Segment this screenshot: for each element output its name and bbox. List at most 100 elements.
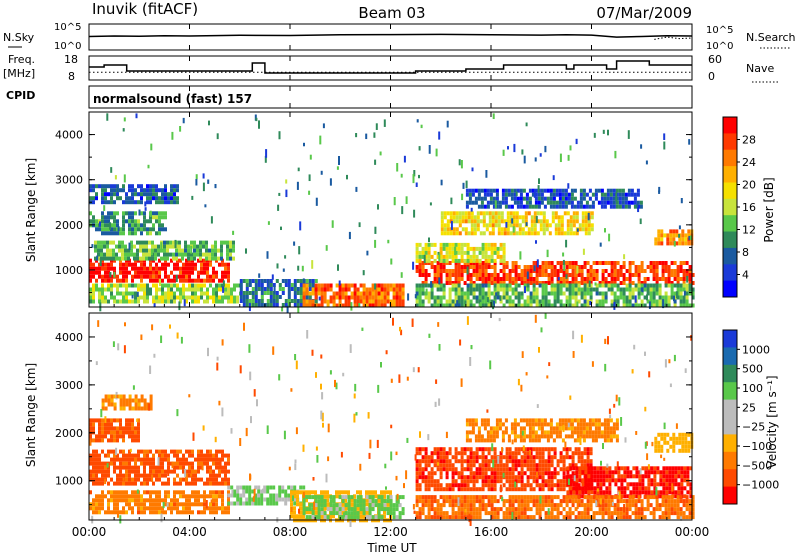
heatmap-cell [378,515,381,519]
heatmap-cell [255,299,258,303]
heatmap-cell [455,292,458,296]
heatmap-cell [580,197,583,201]
heatmap-cell [680,474,683,478]
heatmap-cell [455,451,458,455]
heatmap-cell [644,470,647,474]
heatmap-cell [143,454,146,458]
heatmap-cell [482,471,485,475]
heatmap-cell [205,253,208,257]
heatmap-cell [654,241,657,245]
heatmap-cell [110,426,113,430]
heatmap-cell [119,263,122,267]
heatmap-cell [556,189,559,193]
heatmap-cell [166,253,169,257]
heatmap-cell [587,277,590,281]
heatmap-cell [505,197,508,201]
heatmap-cell [137,470,140,474]
heatmap-cell [422,300,425,304]
heatmap-cell [141,399,144,403]
heatmap-cell [574,197,577,201]
heatmap-cell [437,265,440,269]
heatmap-cell [461,487,464,491]
heatmap-cell [221,510,224,514]
heatmap-cell [188,263,191,267]
heatmap-cell [581,466,584,470]
heatmap-cell [582,215,585,219]
heatmap-cell [470,447,473,451]
heatmap-cell [471,208,473,212]
heatmap-cell [175,253,178,257]
heatmap-cell [167,288,170,292]
heatmap-cell [515,284,518,288]
heatmap-cell [572,277,575,281]
heatmap-cell [569,296,572,300]
heatmap-cell [507,227,510,231]
heatmap-cell [490,201,493,205]
nave-tick-low: 0 [708,70,715,83]
heatmap-cell [381,292,384,296]
heatmap-cell [468,211,471,215]
heatmap-cell [585,231,588,235]
heatmap-cell [602,478,605,482]
heatmap-cell [149,462,152,466]
heatmap-cell [112,257,115,261]
heatmap-cell [558,215,561,219]
heatmap-cell [337,166,339,170]
heatmap-cell [419,475,422,479]
heatmap-cell [107,470,110,474]
heatmap-cell [173,196,176,200]
heatmap-cell [167,478,170,482]
heatmap-cell [339,507,342,511]
heatmap-cell [95,288,98,292]
heatmap-cell [539,467,542,471]
heatmap-cell [110,231,113,235]
heatmap-cell [546,219,549,223]
heatmap-cell [481,201,484,205]
heatmap-cell [252,287,255,291]
heatmap-cell [167,506,170,510]
heatmap-cell [509,273,512,277]
heatmap-cell [279,283,282,287]
heatmap-cell [657,237,660,241]
heatmap-cell [521,459,524,463]
heatmap-cell [387,292,390,296]
heatmap-cell [470,292,473,296]
heatmap-cell [434,273,437,277]
heatmap-cell [488,475,491,479]
heatmap-cell [449,483,452,487]
heatmap-cell [554,483,557,487]
heatmap-cell [542,296,545,300]
heatmap-cell [635,466,638,470]
heatmap-cell [472,193,475,197]
heatmap-cell [215,275,218,279]
heatmap-cell [509,471,512,475]
heatmap-cell [128,292,131,296]
heatmap-cell [365,134,367,139]
heatmap-cell [601,189,604,193]
heatmap-cell [599,292,602,296]
heatmap-cell [348,495,351,499]
heatmap-cell [416,251,419,255]
heatmap-cell [512,269,515,273]
heatmap-cell [572,273,575,277]
heatmap-cell [461,194,463,200]
heatmap-cell [92,466,95,470]
heatmap-cell [261,299,264,303]
heatmap-cell [554,269,557,273]
heatmap-cell [461,288,464,292]
heatmap-cell [100,245,103,249]
heatmap-cell [193,257,196,261]
heatmap-cell [548,455,551,459]
heatmap-cell [121,253,124,257]
heatmap-cell [128,458,131,462]
heatmap-cell [158,219,161,223]
heatmap-cell [134,466,137,470]
heatmap-cell [456,231,459,235]
heatmap-cell [428,273,431,277]
heatmap-cell [113,502,116,506]
freq-trace [89,61,692,73]
heatmap-cell [176,267,179,271]
heatmap-cell [146,192,149,196]
heatmap-cell [595,197,598,201]
heatmap-cell [485,247,488,251]
